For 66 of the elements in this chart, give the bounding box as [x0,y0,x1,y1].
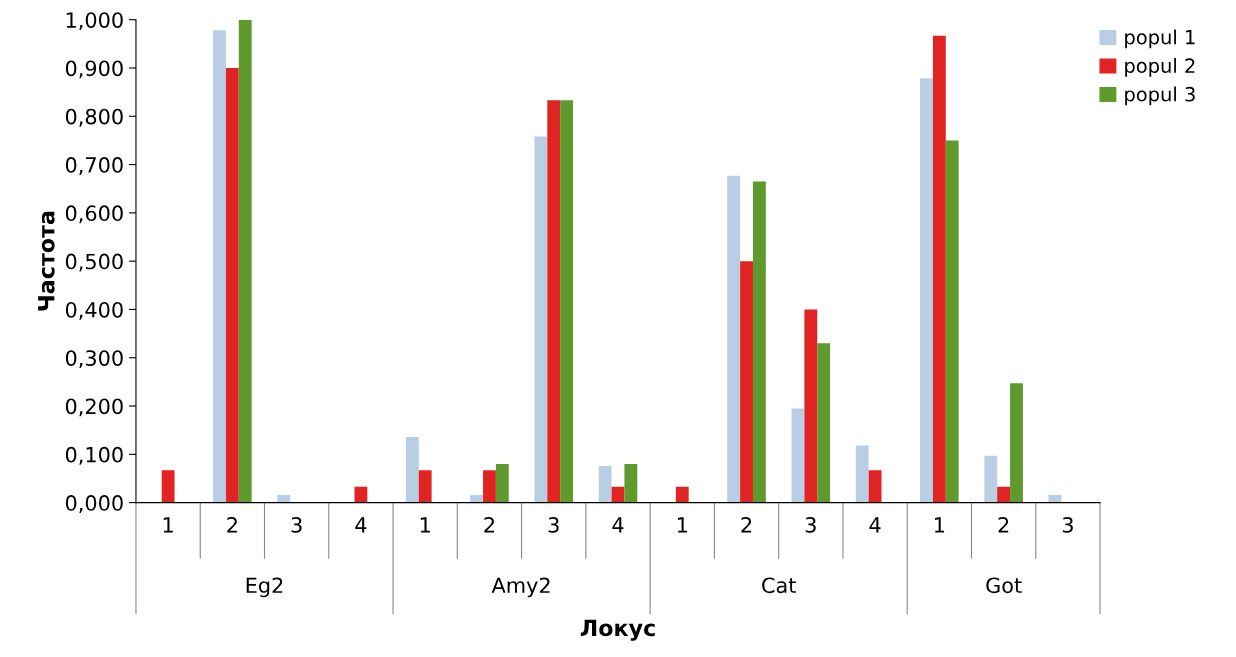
bar [418,470,432,503]
bar [740,261,753,503]
x-tick-label: 3 [1062,517,1073,533]
bar [932,35,946,503]
bar [238,19,252,503]
x-tick-label: 4 [612,517,624,533]
y-tick-label: 0,100 [65,446,123,465]
legend-label: popul 1 [1125,29,1195,49]
x-tick-label: 4 [869,517,881,533]
text: Got [986,577,1022,594]
y-tick-label: 0,400 [65,301,123,320]
bar [405,436,419,503]
x-tick-label: 2 [227,517,237,533]
y-tick-label: 0,900 [65,60,123,79]
x-tick-label: 1 [420,517,430,533]
y-tick-label: 0,200 [65,398,123,417]
bar [752,181,766,503]
text: Amy2 [491,577,550,598]
bar [470,494,484,503]
bar [354,486,368,503]
x-tick-label: 2 [741,517,752,533]
bar [984,455,998,503]
bar [534,136,548,503]
y-tick-label: 0,000 [65,495,123,513]
bar [727,175,741,503]
x-axis-title: Локус [580,619,655,641]
x-tick-label: 3 [805,517,816,533]
bar [560,100,574,503]
bar [920,78,933,503]
bar [817,343,831,503]
bar [624,463,638,503]
x-tick-label: 4 [355,517,367,533]
bar [791,408,805,503]
y-tick-label: 1,000 [66,12,123,31]
x-tick-label: 2 [998,517,1009,533]
bar [213,30,226,503]
bar [675,486,689,503]
bar [483,470,496,503]
bar [855,445,869,503]
bar [598,465,612,503]
y-tick-label: 0,700 [65,157,123,175]
x-tick-label: 1 [935,517,945,533]
bar [868,470,882,503]
x-tick-label: 3 [548,517,559,533]
x-tick-label: 2 [484,517,494,533]
bar [804,309,818,503]
bar [277,494,291,503]
bar [161,470,175,503]
bar [225,68,239,503]
y-tick-label: 0,800 [65,108,123,127]
text: Cat [762,577,796,594]
bar [997,486,1011,503]
y-axis-title: Частота [38,211,55,311]
x-tick-label: 1 [677,517,687,533]
y-tick-label: 0,500 [65,253,123,272]
bar [547,100,561,503]
legend-label: popul 2 [1125,57,1195,77]
legend-label: popul 3 [1125,86,1195,106]
x-tick-label: 3 [291,517,302,533]
text: Eg2 [246,577,283,598]
bar [495,463,509,503]
bar [1010,383,1023,503]
y-tick-label: 0,300 [65,350,123,369]
bar [945,140,959,503]
x-tick-label: 1 [163,517,173,533]
y-tick-label: 0,600 [65,205,123,224]
